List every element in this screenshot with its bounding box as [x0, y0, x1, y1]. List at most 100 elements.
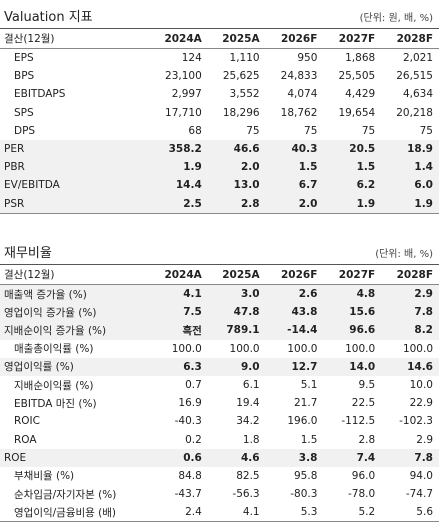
cell: 14.6: [381, 357, 439, 376]
table-row: ROE 0.6 4.6 3.8 7.4 7.8: [0, 448, 439, 467]
cell: 14.0: [323, 357, 382, 376]
row-label: PSR: [0, 194, 150, 214]
cell: 75: [304, 124, 318, 137]
cell: 1.9: [150, 158, 208, 177]
column-header: 2027F: [323, 28, 382, 49]
cell: 0.2: [185, 433, 202, 446]
cell: 9.5: [358, 379, 376, 392]
cell: 3.8: [265, 448, 324, 467]
cell: 789.1: [207, 321, 266, 340]
cell: 95.8: [294, 469, 318, 482]
cell: 15.6: [323, 303, 382, 322]
column-header: 2026F: [265, 264, 324, 285]
cell: 23,100: [165, 70, 202, 83]
row-label: 매출총이익률 (%): [14, 343, 94, 356]
cell: 20,218: [396, 106, 433, 119]
unit-note: (단위: 원, 배, %): [359, 13, 433, 24]
row-label: PER: [0, 139, 150, 159]
cell: 1.9: [381, 194, 439, 214]
table-row: ROA 0.2 1.8 1.5 2.8 2.9: [0, 431, 439, 449]
cell: 6.3: [150, 357, 208, 376]
cell: 4,074: [287, 88, 318, 101]
table-row: 영업이익/금융비용 (배) 2.4 4.1 5.3 5.2 5.6: [0, 503, 439, 522]
cell: 2.0: [265, 194, 324, 214]
cell: 950: [297, 52, 318, 65]
cell: 2,997: [171, 88, 202, 101]
cell: 40.3: [265, 139, 324, 159]
cell: 96.6: [323, 321, 382, 340]
cell: 17,710: [165, 106, 202, 119]
table-row: 지배순이익률 (%) 0.7 6.1 5.1 9.5 10.0: [0, 376, 439, 394]
cell: 19.4: [236, 397, 260, 410]
cell: 19,654: [338, 106, 376, 119]
cell: 13.0: [207, 176, 266, 195]
cell: 4.6: [207, 448, 266, 467]
header-row: 결산(12월) 2024A 2025A 2026F 2027F 2028F: [0, 28, 439, 49]
row-label: DPS: [14, 124, 36, 137]
section-header: Valuation 지표 (단위: 원, 배, %): [0, 0, 439, 28]
cell: 9.0: [207, 357, 266, 376]
cell: 75: [246, 124, 260, 137]
cell: 2,021: [402, 52, 433, 65]
cell: 16.9: [178, 397, 202, 410]
table-row: DPS 68 75 75 75 75: [0, 122, 439, 140]
cell: 68: [188, 124, 202, 137]
cell: 1.4: [381, 158, 439, 177]
cell: 25,505: [338, 70, 376, 83]
row-label: EPS: [14, 52, 34, 65]
cell: 5.3: [300, 506, 318, 519]
cell: 18.9: [381, 139, 439, 159]
cell: -78.0: [348, 488, 376, 501]
section: Valuation 지표 (단위: 원, 배, %) 결산(12월) 2024A 202…: [0, 0, 439, 214]
cell: 4.1: [242, 506, 260, 519]
column-header: 2024A: [150, 28, 208, 49]
table-row: EBITDA 마진 (%) 16.9 19.4 21.7 22.5 22.9: [0, 394, 439, 412]
column-header: 2026F: [265, 28, 324, 49]
cell: 2.9: [416, 433, 433, 446]
cell: 4.1: [150, 284, 208, 304]
table-row: 영업이익률 (%) 6.3 9.0 12.7 14.0 14.6: [0, 357, 439, 376]
cell: -14.4: [265, 321, 324, 340]
data-table: 결산(12월) 2024A 2025A 2026F 2027F 2028F 매출액 증가율 …: [0, 264, 439, 522]
cell: 3,552: [229, 88, 260, 101]
cell: 7.4: [323, 448, 382, 467]
cell: 20.5: [323, 139, 382, 159]
column-header: 2024A: [150, 264, 208, 285]
cell: -43.7: [174, 488, 202, 501]
row-label: PBR: [0, 158, 150, 177]
cell: 22.9: [409, 397, 433, 410]
table-row: EPS 124 1,110 950 1,868 2,021: [0, 49, 439, 68]
cell: 흑전: [150, 321, 208, 340]
column-header: 2025A: [207, 28, 266, 49]
cell: 46.6: [207, 139, 266, 159]
row-label: ROA: [14, 433, 37, 446]
column-header: 결산(12월): [0, 264, 150, 285]
row-label: 순차입금/자기자본 (%): [14, 488, 117, 501]
cell: 6.1: [242, 379, 260, 392]
table-row: 부채비율 (%) 84.8 82.5 95.8 96.0 94.0: [0, 467, 439, 485]
cell: 7.8: [381, 448, 439, 467]
cell: 4,634: [402, 88, 433, 101]
section-title: Valuation 지표: [4, 10, 93, 25]
cell: 2.4: [185, 506, 202, 519]
cell: 7.5: [150, 303, 208, 322]
section: 재무비율 (단위: 배, %) 결산(12월) 2024A 2025A 2026F 2027…: [0, 236, 439, 522]
table-row: PBR 1.9 2.0 1.5 1.5 1.4: [0, 158, 439, 177]
cell: 96.0: [351, 469, 376, 482]
column-header: 결산(12월): [0, 28, 150, 49]
cell: 2.0: [207, 158, 266, 177]
header-row: 결산(12월) 2024A 2025A 2026F 2027F 2028F: [0, 264, 439, 285]
cell: 100.0: [345, 342, 376, 355]
table-row: 순차입금/자기자본 (%) -43.7 -56.3 -80.3 -78.0 -74.7: [0, 485, 439, 503]
cell: 100.0: [229, 342, 260, 355]
row-label: EBITDA 마진 (%): [14, 397, 97, 410]
row-label: 영업이익률 (%): [0, 357, 150, 376]
cell: 358.2: [150, 139, 208, 159]
cell: 1.5: [300, 433, 318, 446]
data-table: 결산(12월) 2024A 2025A 2026F 2027F 2028F EPS 124 1,…: [0, 28, 439, 214]
table-row: 매출총이익률 (%) 100.0 100.0 100.0 100.0 100.0: [0, 340, 439, 358]
row-label: 영업이익 증가율 (%): [0, 303, 150, 322]
cell: 0.7: [185, 379, 202, 392]
table-row: PER 358.2 46.6 40.3 20.5 18.9: [0, 139, 439, 159]
